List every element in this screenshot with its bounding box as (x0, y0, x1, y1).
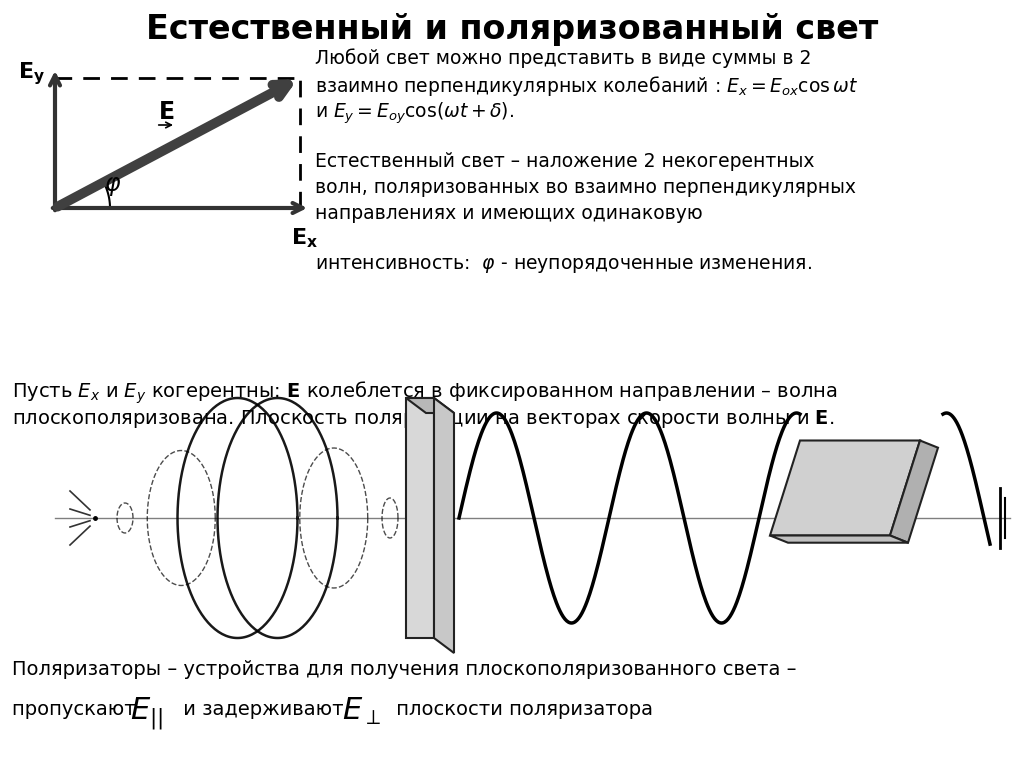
Polygon shape (406, 398, 454, 413)
Text: плоскополяризована. Плоскость поляризации на векторах скорости волны и $\mathbf{: плоскополяризована. Плоскость поляризаци… (12, 408, 835, 430)
Text: направлениях и имеющих одинаковую: направлениях и имеющих одинаковую (315, 204, 702, 223)
Text: взаимно перпендикулярных колебаний : $E_x = E_{ox}\cos\omega t$: взаимно перпендикулярных колебаний : $E_… (315, 74, 858, 98)
Text: $E_{||}$: $E_{||}$ (130, 696, 163, 733)
Text: Естественный свет – наложение 2 некогерентных: Естественный свет – наложение 2 некогере… (315, 152, 814, 171)
Polygon shape (406, 398, 434, 638)
Text: $E_{\perp}$: $E_{\perp}$ (342, 696, 381, 727)
Text: $\mathbf{E}$: $\mathbf{E}$ (158, 100, 174, 124)
Text: $\mathbf{E_x}$: $\mathbf{E_x}$ (292, 226, 318, 250)
Polygon shape (434, 398, 454, 653)
Text: $\varphi$: $\varphi$ (104, 174, 122, 198)
Text: Любой свет можно представить в виде суммы в 2: Любой свет можно представить в виде сумм… (315, 48, 811, 68)
Text: Поляризаторы – устройства для получения плоскополяризованного света –: Поляризаторы – устройства для получения … (12, 660, 797, 679)
Text: пропускают: пропускают (12, 700, 142, 719)
Polygon shape (770, 535, 908, 543)
Text: и $E_y = E_{oy}\cos(\omega t + \delta)$.: и $E_y = E_{oy}\cos(\omega t + \delta)$. (315, 100, 514, 125)
Text: $\mathbf{E_y}$: $\mathbf{E_y}$ (17, 61, 45, 88)
Text: интенсивность:  $\varphi$ - неупорядоченные изменения.: интенсивность: $\varphi$ - неупорядоченн… (315, 256, 812, 275)
Text: и задерживают: и задерживают (177, 700, 350, 719)
Text: волн, поляризованных во взаимно перпендикулярных: волн, поляризованных во взаимно перпенди… (315, 178, 856, 197)
Text: Естественный и поляризованный свет: Естественный и поляризованный свет (145, 14, 879, 47)
Text: Пусть $E_x$ и $E_y$ когерентны: $\mathbf{E}$ колеблется в фиксированном направле: Пусть $E_x$ и $E_y$ когерентны: $\mathbf… (12, 380, 838, 406)
Polygon shape (770, 441, 920, 535)
Text: плоскости поляризатора: плоскости поляризатора (390, 700, 653, 719)
Polygon shape (890, 441, 938, 543)
